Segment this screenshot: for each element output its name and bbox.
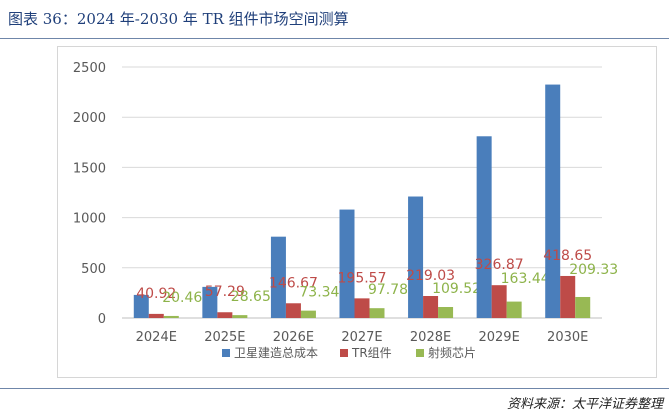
bar-2027E-series-2 [369,308,385,318]
bar-2025E-series-1 [217,312,233,318]
legend-label-0: 卫星建造总成本 [234,346,318,360]
bar-2030E-series-2 [575,296,591,318]
source-note: 资料来源：太平洋证券整理 [506,397,663,412]
bar-2025E-series-0 [202,286,218,318]
x-tick-label: 2024E [136,330,177,345]
bar-2025E-series-2 [232,315,248,318]
y-tick-label: 1000 [73,212,106,227]
x-tick-label: 2027E [341,330,382,345]
data-label-tr: 326.87 [475,257,524,273]
data-label-rf: 20.46 [162,290,202,306]
bar-2027E-series-1 [354,298,370,318]
data-label-rf: 73.34 [299,285,339,301]
bar-2028E-series-1 [423,296,439,318]
chart-area [57,46,657,378]
bar-2030E-series-0 [545,84,561,318]
y-tick-label: 2500 [73,61,106,76]
legend-swatch-0 [222,349,230,357]
data-label-rf: 97.78 [368,282,408,298]
bar-2026E-series-0 [270,236,286,318]
legend-swatch-2 [416,349,424,357]
bar-2029E-series-1 [491,285,507,318]
data-label-tr: 195.57 [338,270,387,286]
bar-2024E-series-1 [148,313,164,318]
data-label-rf: 109.52 [432,281,481,297]
data-label-tr: 418.65 [543,248,592,264]
y-tick-label: 500 [81,262,106,277]
y-tick-label: 0 [98,312,106,327]
figure-title: 图表 36：2024 年-2030 年 TR 组件市场空间测算 [8,10,349,28]
legend-label-1: TR组件 [351,346,392,360]
data-label-tr: 40.92 [136,286,176,302]
bottom-rule [0,388,669,389]
x-tick-label: 2028E [410,330,451,345]
bar-2029E-series-2 [506,301,522,318]
bar-2028E-series-2 [438,307,454,318]
bar-2024E-series-2 [163,315,179,318]
data-label-rf: 209.33 [569,262,618,278]
data-label-rf: 163.44 [501,271,550,287]
bar-2029E-series-0 [476,136,492,318]
data-label-tr: 219.03 [406,268,455,284]
bar-2026E-series-1 [285,303,301,318]
bar-2030E-series-1 [560,275,576,318]
y-tick-label: 2000 [73,111,106,126]
bar-2028E-series-0 [408,196,424,318]
data-label-tr: 57.29 [205,284,245,300]
bar-2027E-series-0 [339,209,355,318]
x-tick-label: 2029E [478,330,519,345]
x-tick-label: 2030E [547,330,588,345]
data-label-tr: 146.67 [269,275,318,291]
x-tick-label: 2026E [273,330,314,345]
data-label-rf: 28.65 [231,289,271,305]
x-tick-label: 2025E [204,330,245,345]
legend-label-2: 射频芯片 [428,345,476,360]
y-tick-label: 1500 [73,161,106,176]
legend-swatch-1 [340,349,348,357]
bar-2026E-series-2 [300,310,316,318]
bar-2024E-series-0 [133,294,149,318]
top-rule [0,38,669,39]
